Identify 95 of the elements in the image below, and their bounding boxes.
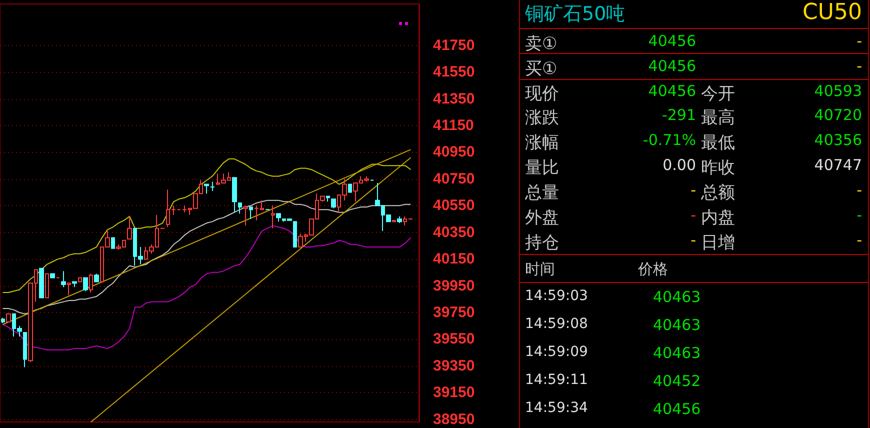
- text: -: [856, 57, 862, 75]
- candlestick: [238, 202, 242, 214]
- y-tick-label: 40350: [433, 224, 475, 241]
- text: -: [690, 181, 696, 199]
- candlestick: [397, 216, 402, 224]
- text: 量比: [525, 157, 559, 179]
- text: 价格: [638, 260, 668, 279]
- candlestick: [39, 268, 44, 298]
- text: CU50: [802, 0, 862, 25]
- text: 总量: [525, 182, 559, 204]
- candlestick: [276, 213, 281, 222]
- candlestick: [271, 205, 275, 229]
- text: 40463: [653, 316, 701, 334]
- text: 40463: [653, 344, 701, 362]
- y-tick-label: 40750: [433, 170, 475, 188]
- text: 现价: [525, 83, 559, 105]
- text: 40456: [653, 400, 701, 418]
- y-tick-label: 39150: [433, 384, 475, 402]
- text: -: [690, 206, 696, 224]
- line-series: [2, 158, 412, 293]
- text: 买①: [525, 58, 558, 80]
- text: 涨幅: [525, 132, 559, 154]
- line-series: [2, 225, 412, 350]
- text: 40456: [648, 32, 696, 50]
- text: 40452: [653, 372, 701, 390]
- y-tick-label: 39550: [433, 330, 475, 348]
- text: -: [856, 32, 862, 50]
- text: 40463: [653, 288, 701, 306]
- candlestick: [89, 273, 93, 293]
- candlestick: [61, 270, 66, 288]
- text: -: [856, 231, 862, 249]
- text: 40747: [814, 156, 862, 174]
- text: 14:59:09: [525, 344, 588, 360]
- text: 卖①: [525, 33, 558, 55]
- text: 昨收: [701, 157, 735, 179]
- text: 最高: [701, 107, 735, 129]
- text: -0.71%: [642, 131, 696, 149]
- text: -: [856, 206, 862, 224]
- candlestick: [83, 277, 88, 292]
- y-tick-label: 41750: [433, 36, 475, 54]
- candlestick: [232, 177, 237, 213]
- text: 涨跌: [525, 107, 559, 129]
- text: -291: [662, 106, 696, 124]
- text: 14:59:11: [525, 372, 588, 388]
- candlestick: [127, 216, 132, 240]
- text: 总额: [701, 182, 735, 204]
- candlestick: [111, 237, 115, 249]
- candlestick: [67, 282, 71, 296]
- text: 最低: [701, 132, 735, 154]
- text: 持仓: [525, 232, 559, 254]
- y-tick-label: 40550: [433, 197, 475, 214]
- candlestick: [204, 184, 209, 194]
- text: 40720: [814, 106, 862, 124]
- y-tick-label: 39350: [433, 357, 475, 374]
- y-tick-label: 39750: [433, 304, 475, 321]
- text: 40456: [648, 82, 696, 100]
- candlestick: [326, 196, 330, 202]
- candlestick: [94, 273, 99, 282]
- candlestick: [210, 181, 215, 192]
- candlestick: [50, 273, 55, 278]
- text: 14:59:03: [525, 288, 588, 304]
- y-tick-label: 41350: [433, 90, 475, 108]
- text: 内盘: [701, 207, 735, 229]
- y-tick-label: 38950: [433, 410, 475, 428]
- text: 铜矿石50吨: [525, 2, 626, 27]
- text: 0.00: [662, 156, 696, 174]
- y-tick-label: 40950: [433, 144, 475, 161]
- text: 40456: [648, 57, 696, 75]
- text: -: [690, 231, 696, 249]
- candlestick: [45, 273, 49, 298]
- y-tick-label: 39950: [433, 277, 475, 294]
- text: 时间: [525, 260, 555, 279]
- candlestick: [72, 281, 77, 288]
- text: -: [856, 181, 862, 199]
- text: 今开: [701, 83, 735, 105]
- y-tick-label: 41150: [433, 117, 474, 134]
- candlestick: [331, 198, 336, 209]
- text: 14:59:34: [525, 400, 588, 416]
- y-tick-label: 40150: [433, 250, 475, 268]
- candlestick: [348, 184, 352, 193]
- text: 40593: [814, 82, 862, 100]
- y-tick-label: 41550: [433, 64, 475, 81]
- candlestick: [249, 206, 253, 220]
- candlestick: [243, 205, 248, 226]
- text: 外盘: [525, 207, 559, 229]
- text: 日增: [701, 232, 735, 254]
- text: 40356: [814, 131, 862, 149]
- candlestick: [6, 313, 11, 322]
- candlestick: [23, 332, 27, 368]
- text: 14:59:08: [525, 316, 588, 332]
- candlestick: [1, 317, 5, 324]
- line-series: [2, 200, 412, 314]
- candlestick: [293, 221, 297, 248]
- candlestick: [392, 220, 396, 222]
- candlestick: [78, 277, 82, 282]
